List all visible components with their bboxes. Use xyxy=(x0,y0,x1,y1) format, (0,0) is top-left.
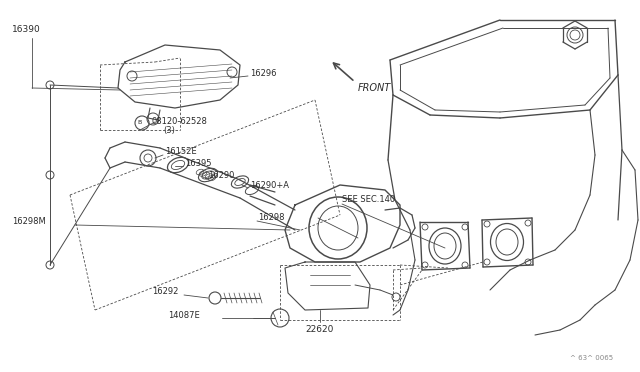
Text: 16290+A: 16290+A xyxy=(250,180,289,189)
Text: B: B xyxy=(137,121,141,125)
Text: ^ 63^ 0065: ^ 63^ 0065 xyxy=(570,355,613,361)
Text: 16296: 16296 xyxy=(250,68,276,77)
Text: FRONT: FRONT xyxy=(358,83,391,93)
Text: 22620: 22620 xyxy=(306,326,334,334)
Text: SEE SEC.140: SEE SEC.140 xyxy=(342,196,395,205)
Text: 16290: 16290 xyxy=(208,170,234,180)
Text: 16395: 16395 xyxy=(185,158,211,167)
Text: 16152E: 16152E xyxy=(165,148,196,157)
Text: 16292: 16292 xyxy=(152,288,179,296)
Text: 16298: 16298 xyxy=(258,214,285,222)
Text: 14087E: 14087E xyxy=(168,311,200,320)
Text: 16298M: 16298M xyxy=(12,218,45,227)
Text: 16390: 16390 xyxy=(12,26,41,35)
Text: (3): (3) xyxy=(163,126,175,135)
Text: 08120-62528: 08120-62528 xyxy=(152,116,208,125)
